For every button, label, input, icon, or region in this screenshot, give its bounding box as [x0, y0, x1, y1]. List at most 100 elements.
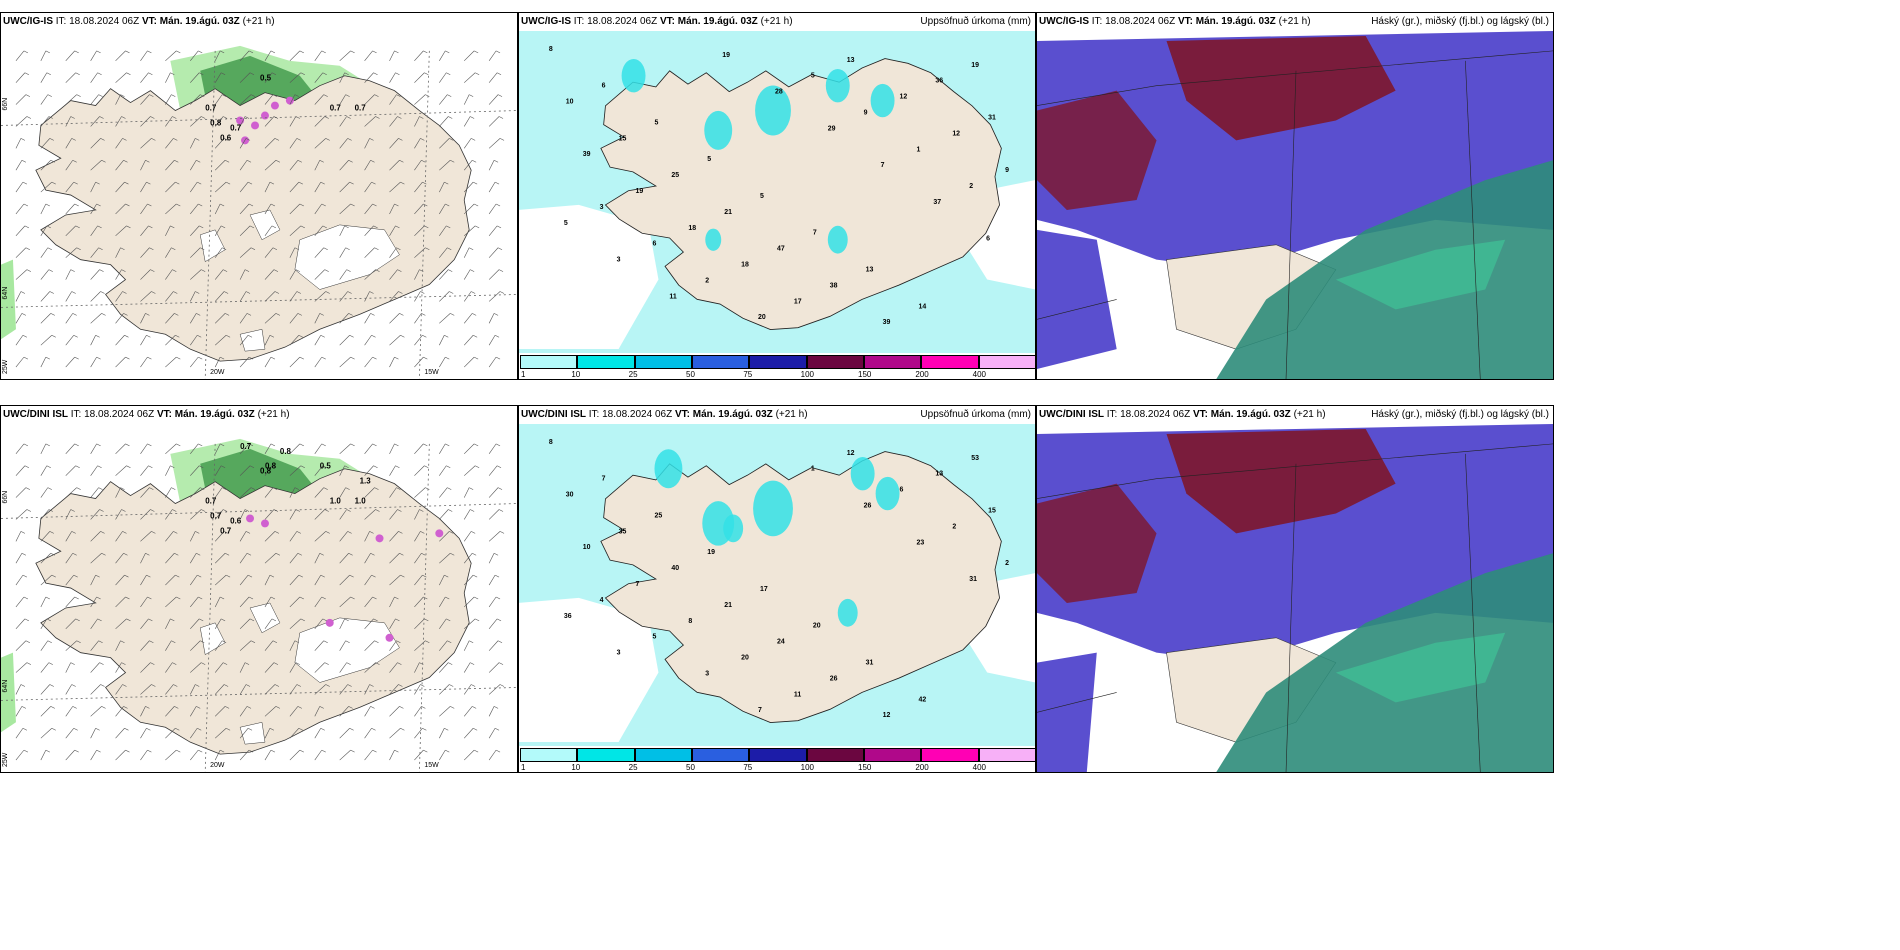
precip-value: 20: [813, 623, 821, 630]
precip-value: 12: [847, 450, 855, 457]
colorbar-tick: 75: [743, 370, 753, 379]
precip-value: 0.8: [210, 118, 222, 127]
lon-label-20w: 20W: [210, 762, 225, 769]
colorbar-swatch: [806, 748, 864, 762]
precip-value: 0.8: [265, 462, 277, 471]
it-label: IT:: [1091, 16, 1103, 27]
it-label: IT:: [55, 16, 67, 27]
land-iceland: [600, 58, 1002, 330]
map-area: 8 6 5 5 5 7 13 14 19 10 15 25 21 47 38 39 36 31 39 19 18 18 17…: [519, 31, 1035, 353]
graticule: [1, 50, 517, 379]
it-label: IT:: [573, 16, 585, 27]
colorbar-tick: 50: [686, 763, 695, 772]
precip-value: 3: [600, 204, 604, 211]
precip-value: 12: [883, 712, 891, 719]
colorbar-tick: 75: [743, 763, 753, 772]
precip-value: 5: [707, 156, 711, 163]
graticule: [1037, 50, 1553, 379]
map-area: [1037, 424, 1553, 772]
model-name: UWC/DINI ISL: [1039, 409, 1104, 420]
precip-value: 9: [864, 109, 868, 116]
precip-value: 0.7: [240, 442, 252, 451]
precip-value: 6: [986, 236, 990, 243]
wind-barbs: [15, 443, 505, 761]
map-area: 0.5 0.7 0.7 0.8 0.6 0.7 0.7 20W 15W 66N 64N 25W: [1, 31, 517, 379]
colorbar-swatch: [806, 355, 864, 369]
colorbar-swatch: [864, 748, 922, 762]
valid-time: Mán. 19.ágú. 03Z: [677, 16, 758, 27]
colorbar-tick: 50: [686, 370, 695, 379]
colorbar-tick: 200: [915, 370, 929, 379]
precip-value: 40: [671, 565, 679, 572]
precip-labels: 8655571314191015252147383936313919181817…: [549, 46, 1009, 326]
model-name: UWC/IG-IS: [1039, 16, 1089, 27]
precip-value: 37: [933, 199, 941, 206]
axis-labels: 20W 15W 66N 64N 25W: [2, 98, 439, 376]
cloud-layers: [1037, 31, 1553, 379]
precip-value: 0.7: [210, 511, 222, 520]
precip-value: 5: [564, 220, 568, 227]
precip-value: 31: [866, 660, 874, 667]
colorbar-swatch: [520, 355, 578, 369]
precip-value: 5: [760, 193, 764, 200]
precip-labels: 0.80.7 1.00.70.71.00.60.70.80.8 0.51.3: [205, 442, 371, 536]
precip-value: 17: [760, 586, 768, 593]
valid-time: Mán. 19.ágú. 03Z: [692, 409, 773, 420]
map-area: [1037, 31, 1553, 379]
precip-value: 25: [654, 512, 662, 519]
precip-value: 13: [935, 471, 943, 478]
precip-value: 8: [549, 439, 553, 446]
precip-value: 0.5: [320, 462, 332, 471]
cloud-map: [1037, 31, 1553, 379]
precip-value: 26: [864, 502, 872, 509]
precip-value: 12: [952, 130, 960, 137]
panel-header: UWC/IG-IS IT: 18.08.2024 06Z VT: Mán. 19…: [1, 13, 517, 31]
precip-value: 3: [705, 670, 709, 677]
panel-header: UWC/IG-IS IT: 18.08.2024 06Z VT: Mán. 19…: [519, 13, 1035, 31]
colorbar-swatch: [520, 748, 578, 762]
colorbar-tick: 400: [972, 763, 987, 772]
colorbar-swatch: [692, 748, 750, 762]
colorbar-swatch: [577, 355, 635, 369]
panel-wind-top: UWC/IG-IS IT: 18.08.2024 06Z VT: Mán. 19…: [0, 12, 518, 380]
graticule: [1, 443, 517, 772]
model-name: UWC/IG-IS: [3, 16, 53, 27]
lon-label-25w: 25W: [2, 359, 9, 374]
colorbar-swatch: [634, 748, 692, 762]
precip-value: 8: [688, 618, 692, 625]
precip-map: 8655571314191015252147383936313919181817…: [519, 31, 1035, 353]
precip-value: 15: [988, 507, 996, 514]
colorbar-tick: 25: [628, 763, 638, 772]
colorbar-swatch: [634, 355, 692, 369]
precip-value: 11: [669, 293, 676, 300]
vt-label: VT:: [659, 16, 675, 27]
panel-wind-bottom: UWC/DINI ISL IT: 18.08.2024 06Z VT: Mán.…: [0, 405, 518, 773]
colorbar-tick: 400: [972, 370, 987, 379]
precip-value: 7: [602, 476, 606, 483]
precip-value: 19: [971, 62, 979, 69]
precip-value: 5: [811, 73, 815, 80]
axis-labels: 20W 15W 66N 64N 25W: [2, 491, 439, 769]
colorbar-tick: 200: [915, 763, 929, 772]
colorbar-swatch: [864, 355, 922, 369]
colorbar-tick: 10: [571, 370, 581, 379]
vt-label: VT:: [674, 409, 690, 420]
colorbar-swatch: [692, 355, 750, 369]
precip-value: 31: [969, 576, 977, 583]
model-name: UWC/IG-IS: [521, 16, 571, 27]
precip-value: 0.6: [220, 133, 232, 142]
colorbar-swatch: [921, 355, 979, 369]
precip-value: 0.8: [280, 447, 292, 456]
precip-value: 47: [777, 246, 785, 253]
model-name: UWC/DINI ISL: [521, 409, 586, 420]
precip-value: 1.0: [330, 497, 342, 506]
precip-value: 2: [952, 523, 956, 530]
colorbar-swatch: [978, 355, 1035, 369]
panel-title: Uppsöfnuð úrkoma (mm): [920, 16, 1031, 27]
precip-value: 3: [617, 257, 621, 264]
precip-value: 2: [969, 183, 973, 190]
graticule: [1037, 443, 1553, 772]
precip-value: 26: [830, 675, 838, 682]
lat-label-64n: 64N: [2, 287, 9, 300]
